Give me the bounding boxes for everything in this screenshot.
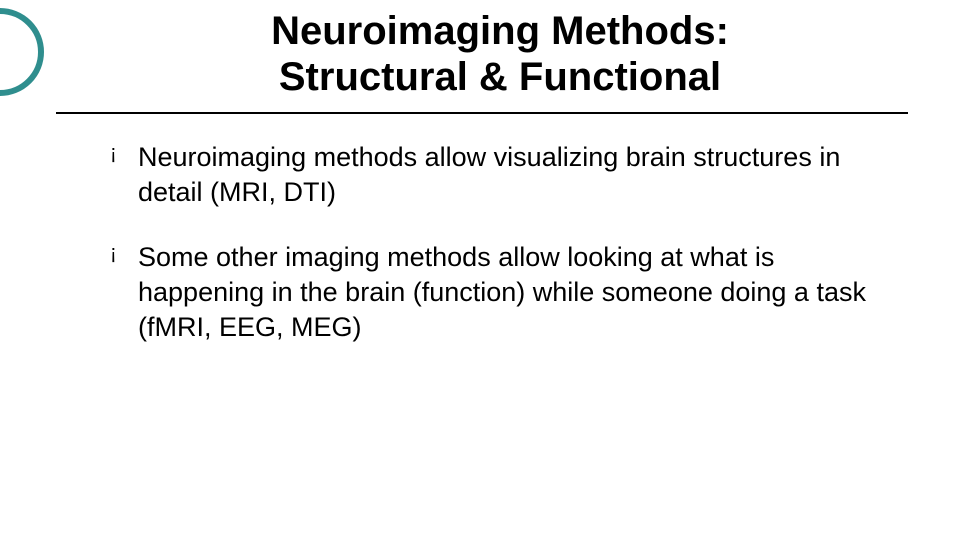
bullet-text: Neuroimaging methods allow visualizing b… xyxy=(138,140,890,210)
slide-body: ¡ Neuroimaging methods allow visualizing… xyxy=(110,140,890,375)
bullet-marker-icon: ¡ xyxy=(110,140,138,167)
list-item: ¡ Neuroimaging methods allow visualizing… xyxy=(110,140,890,210)
accent-circle-icon xyxy=(0,8,44,96)
horizontal-rule xyxy=(56,112,908,114)
title-line-2: Structural & Functional xyxy=(279,55,721,99)
title-line-1: Neuroimaging Methods: xyxy=(271,9,729,53)
bullet-marker-icon: ¡ xyxy=(110,240,138,267)
list-item: ¡ Some other imaging methods allow looki… xyxy=(110,240,890,345)
slide: Neuroimaging Methods: Structural & Funct… xyxy=(0,0,960,540)
slide-title: Neuroimaging Methods: Structural & Funct… xyxy=(180,8,820,100)
bullet-text: Some other imaging methods allow looking… xyxy=(138,240,890,345)
